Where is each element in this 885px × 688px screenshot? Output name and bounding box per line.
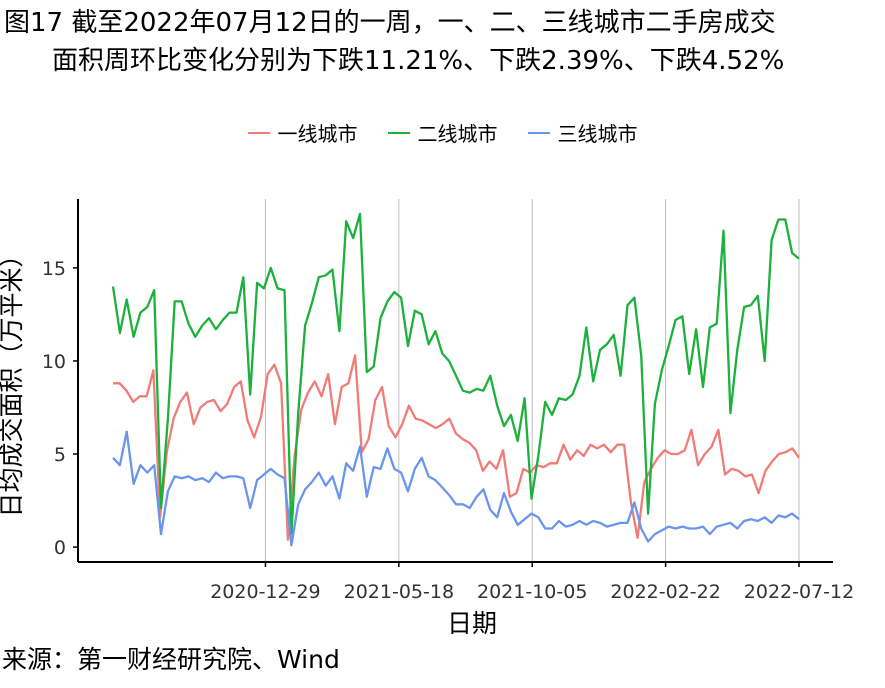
legend-swatch-tier3 <box>527 131 550 134</box>
x-tick-label: 2021-10-05 <box>477 581 587 603</box>
x-tick-label: 2022-02-22 <box>610 581 720 603</box>
source-note: 来源：第一财经研究院、Wind <box>2 645 340 674</box>
legend-label-tier2: 二线城市 <box>417 122 498 146</box>
legend-swatch-tier1 <box>247 131 270 134</box>
grid-lines <box>264 199 800 562</box>
legend-label-tier1: 一线城市 <box>277 122 358 146</box>
figure-title: 图17 截至2022年07月12日的一周，一、二、三线城市二手房成交 面积周环比… <box>4 4 784 80</box>
legend-item-tier1: 一线城市 <box>247 118 358 147</box>
legend-item-tier2: 二线城市 <box>387 118 498 147</box>
y-tick-label: 0 <box>54 537 66 559</box>
series-line-3 <box>112 430 800 547</box>
tick-labels: 2020-12-29 2021-05-18 2021-10-05 2022-02-22… <box>42 258 854 603</box>
series-lines <box>111 212 800 547</box>
x-tick-label: 2021-05-18 <box>344 581 454 603</box>
x-tick-label: 2022-07-12 <box>744 581 854 603</box>
y-axis-title: 日均成交面积（万平米） <box>0 242 26 517</box>
legend-label-tier3: 三线城市 <box>557 122 638 146</box>
series-line-2 <box>111 212 800 536</box>
y-tick-label: 10 <box>42 351 66 373</box>
y-tick-label: 15 <box>42 258 66 280</box>
legend-item-tier3: 三线城市 <box>527 118 638 147</box>
legend-swatch-tier2 <box>387 131 410 134</box>
chart-legend: 一线城市 二线城市 三线城市 <box>0 118 885 147</box>
title-line-1: 图17 截至2022年07月12日的一周，一、二、三线城市二手房成交 <box>4 8 776 38</box>
axes <box>73 199 833 567</box>
x-axis-title: 日期 <box>447 609 497 638</box>
x-tick-label: 2020-12-29 <box>210 581 320 603</box>
y-tick-label: 5 <box>54 444 66 466</box>
series-line-1 <box>113 354 800 541</box>
title-line-2: 面积周环比变化分别为下跌11.21%、下跌2.39%、下跌4.52% <box>52 46 785 76</box>
